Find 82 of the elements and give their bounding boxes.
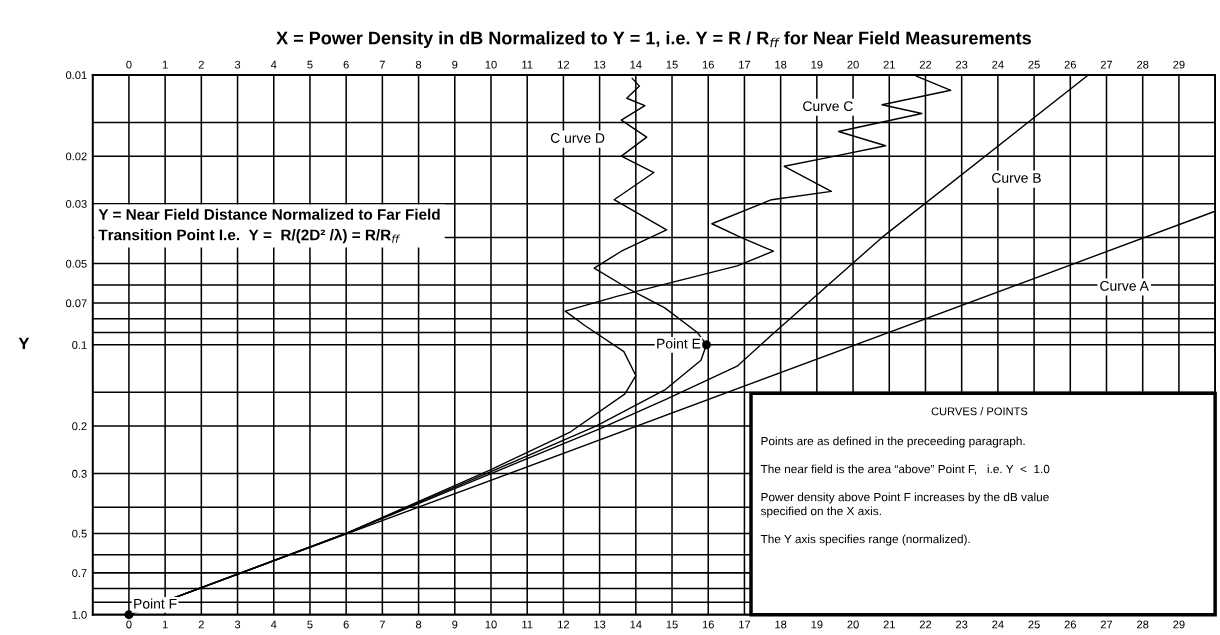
x2-tick-label: 19	[811, 60, 823, 69]
x-tick-label: 21	[883, 620, 895, 629]
x-tick-label: 4	[270, 620, 277, 629]
y-tick-label: 0.5	[72, 529, 87, 538]
x-tick-label: 13	[594, 620, 606, 629]
series-label: C urve D	[550, 133, 605, 143]
x2-tick-label: 16	[702, 60, 714, 69]
x2-tick-label: 8	[415, 60, 422, 69]
x2-tick-label: 3	[234, 60, 241, 69]
y-tick-label: 0.2	[72, 422, 87, 431]
x2-tick-label: 27	[1100, 60, 1113, 69]
x2-tick-label: 4	[270, 60, 277, 69]
x-tick-label: 27	[1100, 620, 1113, 629]
y-tick-label: 0.03	[65, 199, 87, 208]
x2-tick-label: 29	[1173, 60, 1185, 69]
x2-tick-label: 10	[485, 60, 497, 69]
x-tick-label: 17	[739, 620, 751, 629]
x-tick-label: 22	[919, 620, 932, 629]
series-label: Curve B	[992, 172, 1041, 183]
x-tick-label: 10	[485, 620, 497, 629]
x2-tick-label: 28	[1137, 60, 1149, 69]
x2-tick-label: 9	[452, 60, 458, 69]
x2-tick-label: 23	[956, 60, 968, 69]
y-axis-title: Y	[18, 337, 30, 350]
x-tick-label: 8	[415, 620, 422, 629]
y-tick-label: 0.7	[72, 569, 87, 578]
x-tick-label: 28	[1137, 620, 1149, 629]
x2-tick-label: 18	[775, 60, 787, 69]
x2-tick-label: 2	[198, 60, 204, 69]
x-tick-label: 26	[1064, 620, 1076, 629]
y-tick-label: 0.1	[72, 341, 87, 349]
x2-tick-label: 15	[666, 60, 678, 69]
series-label: Curve A	[1100, 280, 1149, 291]
x2-tick-label: 12	[558, 60, 570, 69]
x-tick-label: 2	[198, 620, 204, 629]
annotation: CURVES / POINTS	[931, 407, 1028, 416]
x-tick-label: 19	[811, 620, 823, 629]
x2-tick-label: 20	[847, 60, 859, 69]
x2-tick-label: 26	[1064, 60, 1076, 69]
y-tick-label: 0.07	[65, 299, 87, 308]
x-tick-label: 18	[775, 620, 787, 629]
x2-tick-label: 25	[1028, 60, 1040, 69]
x-tick-label: 20	[847, 620, 859, 629]
x2-tick-label: 22	[919, 60, 932, 69]
x-tick-label: 0	[126, 620, 132, 629]
x-tick-label: 15	[666, 620, 678, 629]
y-tick-label: 0.02	[65, 152, 87, 161]
series-label: Point E	[657, 338, 701, 349]
text: Points are as defined in the preceeding paragraph. The near field is the area “above” Point F, i.e. Y < 1.0 Power density above Point F increases by the dB value specified on the X axis. The Y axis specifies range (normalized).	[760, 436, 1050, 546]
x2-tick-label: 17	[739, 60, 751, 69]
x-tick-label: 3	[234, 620, 241, 629]
y-tick-label: 0.05	[65, 259, 87, 268]
x-tick-label: 5	[307, 620, 313, 629]
x2-tick-label: 24	[992, 60, 1004, 69]
y-tick-label: 0.01	[65, 71, 87, 80]
y-tick-label: 1.0	[72, 610, 87, 619]
x-tick-label: 25	[1028, 620, 1040, 629]
chart-title: X = Power Density in dB Normalized to Y = 1, i.e. Y = R / R$_{ff}$ for Near Field Measurements	[276, 31, 1031, 49]
annotation: Y = Near Field Distance Normalized to Far Field Transition Point I.e. Y = R/(2D² /λ) = R/R$_{ff}$	[98, 208, 440, 244]
x-tick-label: 16	[702, 620, 714, 629]
x2-tick-label: 11	[522, 60, 533, 69]
x-tick-label: 24	[992, 620, 1004, 629]
x2-tick-label: 14	[630, 60, 642, 69]
x-tick-label: 14	[630, 620, 642, 629]
x2-tick-label: 13	[594, 60, 606, 69]
x-tick-label: 1	[162, 620, 168, 629]
x-tick-label: 6	[343, 620, 349, 629]
series-label: Curve C	[803, 101, 853, 112]
y-tick-label: 0.3	[72, 469, 87, 478]
x-tick-label: 12	[558, 620, 570, 629]
x-tick-label: 7	[379, 620, 385, 629]
x-tick-label: 29	[1173, 620, 1185, 629]
x2-tick-label: 1	[162, 60, 168, 69]
x2-tick-label: 5	[307, 60, 313, 69]
series-label: Point F	[134, 598, 177, 609]
x-tick-label: 23	[956, 620, 968, 629]
x-tick-label: 11	[522, 620, 533, 629]
x2-tick-label: 0	[126, 60, 132, 69]
x2-tick-label: 6	[343, 60, 349, 69]
x2-tick-label: 21	[883, 60, 895, 69]
x-tick-label: 9	[452, 620, 458, 629]
x2-tick-label: 7	[379, 60, 385, 69]
